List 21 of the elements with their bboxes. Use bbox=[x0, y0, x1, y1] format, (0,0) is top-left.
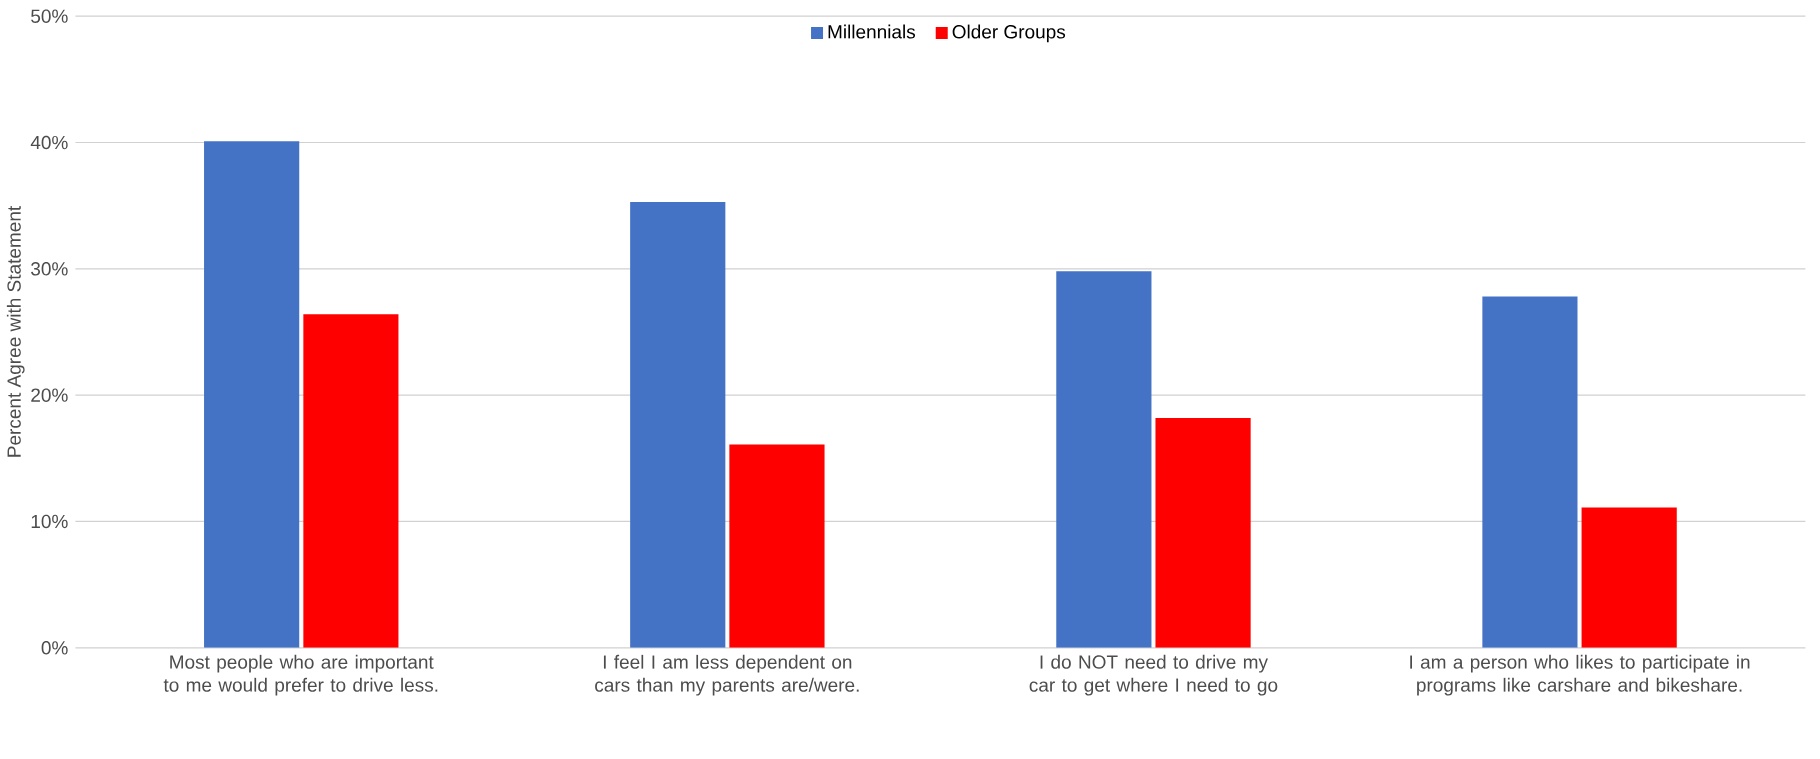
bar bbox=[204, 141, 300, 648]
y-tick-label: 20% bbox=[31, 388, 68, 402]
y-tick-label: 10% bbox=[31, 514, 68, 529]
y-axis-title: Percent Agree with Statement bbox=[6, 205, 25, 457]
bar bbox=[729, 444, 825, 648]
y-tick-label: 0% bbox=[41, 641, 68, 655]
x-tick-label: I feel I am less dependent on cars than my parents are/were. bbox=[595, 654, 859, 696]
y-tick-label: 30% bbox=[31, 262, 68, 276]
legend-label: Millennials bbox=[828, 24, 916, 39]
x-tick-label: I do NOT need to drive my car to get where I need to go bbox=[1029, 654, 1278, 696]
bar bbox=[1482, 296, 1578, 648]
x-tick-label: Most people who are important to me would prefer to drive less. bbox=[163, 654, 438, 696]
bar bbox=[1155, 417, 1251, 648]
y-tick-label: 50% bbox=[31, 9, 68, 23]
bar bbox=[303, 314, 399, 648]
legend-label: Older Groups bbox=[952, 24, 1066, 43]
bar bbox=[1056, 271, 1152, 648]
x-tick-label: I am a person who likes to participate in programs like carshare and bikeshare. bbox=[1410, 654, 1750, 696]
bar bbox=[1581, 507, 1677, 648]
bar bbox=[630, 201, 726, 648]
y-tick-label: 40% bbox=[30, 135, 68, 150]
